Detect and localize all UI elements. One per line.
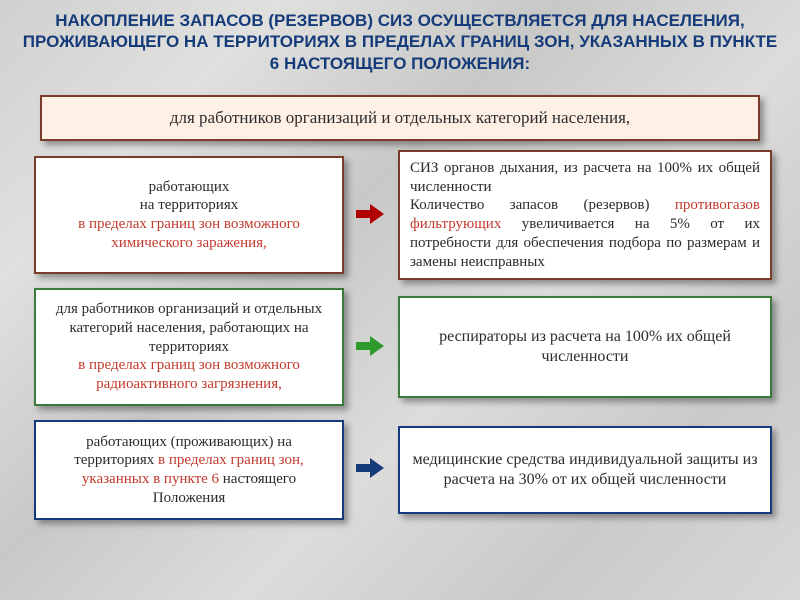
row3-left: работающих (проживающих) на территориях … (34, 420, 344, 520)
row3-left-text: работающих (проживающих) на территориях … (46, 433, 332, 508)
row1-left-text: работающих на территориях в пределах гра… (46, 178, 332, 253)
header-box: для работников организаций и отдельных к… (40, 95, 760, 141)
row1-right-text: СИЗ органов дыхания, из расчета на 100% … (410, 159, 760, 272)
page-title: НАКОПЛЕНИЕ ЗАПАСОВ (РЕЗЕРВОВ) СИЗ ОСУЩЕС… (0, 0, 800, 78)
row1-right: СИЗ органов дыхания, из расчета на 100% … (398, 150, 772, 280)
row2-right: респираторы из расчета на 100% их общей … (398, 296, 772, 398)
row2-left-text: для работников организаций и отдельных к… (46, 300, 332, 394)
row1-left: работающих на территориях в пределах гра… (34, 156, 344, 274)
arrow-3 (356, 458, 384, 478)
arrow-2 (356, 336, 384, 356)
row3-right: медицинские средства индивидуальной защи… (398, 426, 772, 514)
arrow-1 (356, 204, 384, 224)
row2-left: для работников организаций и отдельных к… (34, 288, 344, 406)
